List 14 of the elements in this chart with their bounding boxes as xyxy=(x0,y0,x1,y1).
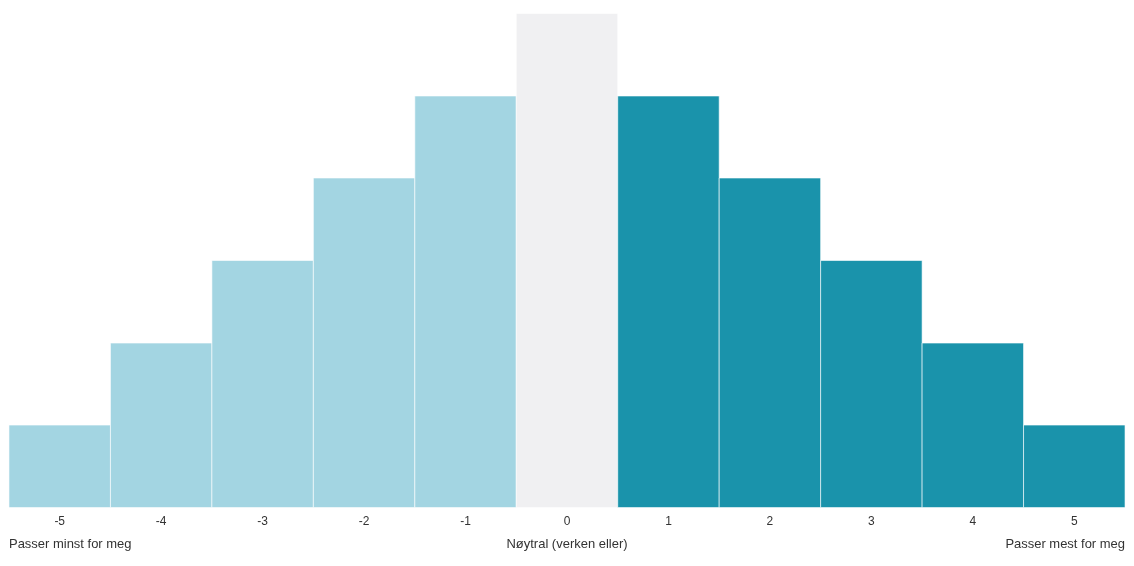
x-tick-label: 4 xyxy=(969,514,977,529)
x-tick-label: 5 xyxy=(1070,514,1078,529)
text: Nøytral (verken eller) xyxy=(506,535,628,551)
text: Passer mest for meg xyxy=(1005,535,1126,551)
x-tick-label: 1 xyxy=(665,514,673,529)
x-tick-label: -3 xyxy=(257,514,269,529)
x-tick-label: -4 xyxy=(155,514,167,529)
x-tick-label: -2 xyxy=(358,514,370,529)
x-tick-label: 2 xyxy=(766,514,774,529)
x-tick-label: 0 xyxy=(563,514,571,529)
x-tick-label: 3 xyxy=(868,514,876,529)
x-tick-label: -1 xyxy=(460,514,472,529)
x-tick-label: -5 xyxy=(54,514,66,529)
text: Passer minst for meg xyxy=(8,535,132,551)
